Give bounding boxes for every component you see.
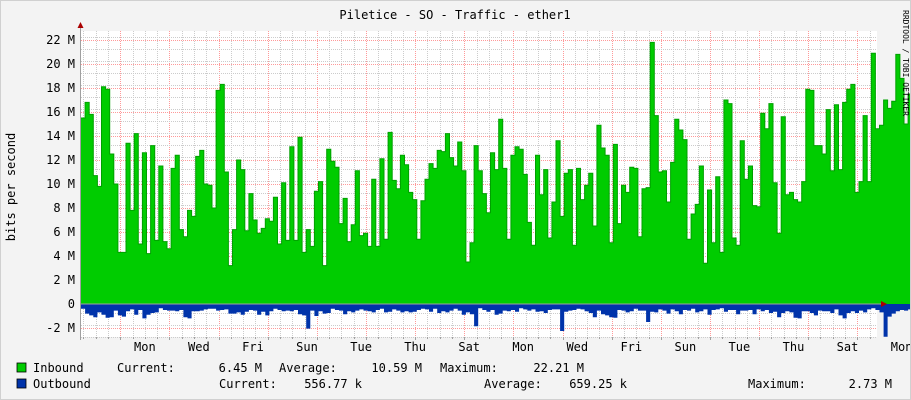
y-tick-label: 14 M [46, 129, 75, 143]
y-tick-label: 8 M [53, 201, 75, 215]
inbound-current-value: 6.45 M [219, 361, 262, 375]
inbound-maximum-label: Maximum: [440, 361, 498, 375]
x-tick-label: Sat [458, 340, 480, 354]
outbound-average-label: Average: [484, 377, 542, 391]
x-tick-label: Sat [837, 340, 859, 354]
x-axis-arrow [881, 301, 887, 307]
x-tick-labels: Mon Wed Fri Sun Tue Thu Sat Mon Wed Fri Sun Tue Thu S… [134, 340, 911, 354]
inbound-area [81, 41, 911, 304]
legend-row-inbound: Inbound Current: 6.45 M Average: 10.59 M… [16, 361, 584, 375]
rrdtool-watermark: RRDTOOL / TOBI OETIKER [901, 10, 910, 116]
outbound-maximum-value: 2.73 M [849, 377, 892, 391]
x-tick-label: Thu [783, 340, 805, 354]
x-tick-label: Mon [134, 340, 156, 354]
y-tick-label: 16 M [46, 105, 75, 119]
x-tick-label: Tue [729, 340, 751, 354]
x-tick-label: Thu [404, 340, 426, 354]
outbound-maximum-label: Maximum: [748, 377, 806, 391]
legend-row-outbound: Outbound Current: 556.77 k Average: 659.… [16, 377, 892, 391]
inbound-average-value: 10.59 M [371, 361, 422, 375]
x-tick-label: Mon [512, 340, 534, 354]
x-tick-label: Mon [891, 340, 911, 354]
outbound-series [81, 304, 911, 337]
y-tick-label: 4 M [53, 249, 75, 263]
outbound-name: Outbound [33, 377, 91, 391]
y-tick-label: 2 M [53, 273, 75, 287]
outbound-swatch [16, 378, 27, 389]
y-axis-label: bits per second [4, 133, 18, 241]
y-tick-label: 10 M [46, 177, 75, 191]
x-tick-label: Fri [242, 340, 264, 354]
x-tick-label: Sun [296, 340, 318, 354]
inbound-current-label: Current: [117, 361, 175, 375]
y-tick-label: 22 M [46, 33, 75, 47]
inbound-series-edge [81, 41, 911, 267]
inbound-name: Inbound [33, 361, 84, 375]
outbound-area [81, 304, 911, 337]
outbound-current-value: 556.77 k [304, 377, 363, 391]
y-axis-arrow [77, 22, 84, 28]
inbound-swatch [16, 362, 27, 373]
y-tick-label: 20 M [46, 57, 75, 71]
y-tick-label: 0 [68, 297, 75, 311]
inbound-average-label: Average: [279, 361, 337, 375]
x-tick-label: Sun [675, 340, 697, 354]
x-tick-label: Tue [350, 340, 372, 354]
x-tick-label: Fri [620, 340, 642, 354]
outbound-average-value: 659.25 k [569, 377, 628, 391]
x-tick-label: Wed [566, 340, 588, 354]
y-tick-label: -2 M [46, 321, 75, 335]
outbound-current-label: Current: [219, 377, 277, 391]
y-tick-label: 18 M [46, 81, 75, 95]
inbound-maximum-value: 22.21 M [533, 361, 584, 375]
inbound-series [81, 42, 911, 304]
chart-title: Piletice - SO - Traffic - ether1 [339, 8, 570, 22]
y-tick-label: 6 M [53, 225, 75, 239]
y-tick-labels: -2 M 0 2 M 4 M 6 M 8 M 10 M 12 M 14 M 16 M 18 M 20 … [46, 33, 75, 335]
y-tick-label: 12 M [46, 153, 75, 167]
x-tick-label: Wed [188, 340, 210, 354]
legend: Inbound Current: 6.45 M Average: 10.59 M… [16, 361, 892, 391]
axes [77, 22, 887, 340]
